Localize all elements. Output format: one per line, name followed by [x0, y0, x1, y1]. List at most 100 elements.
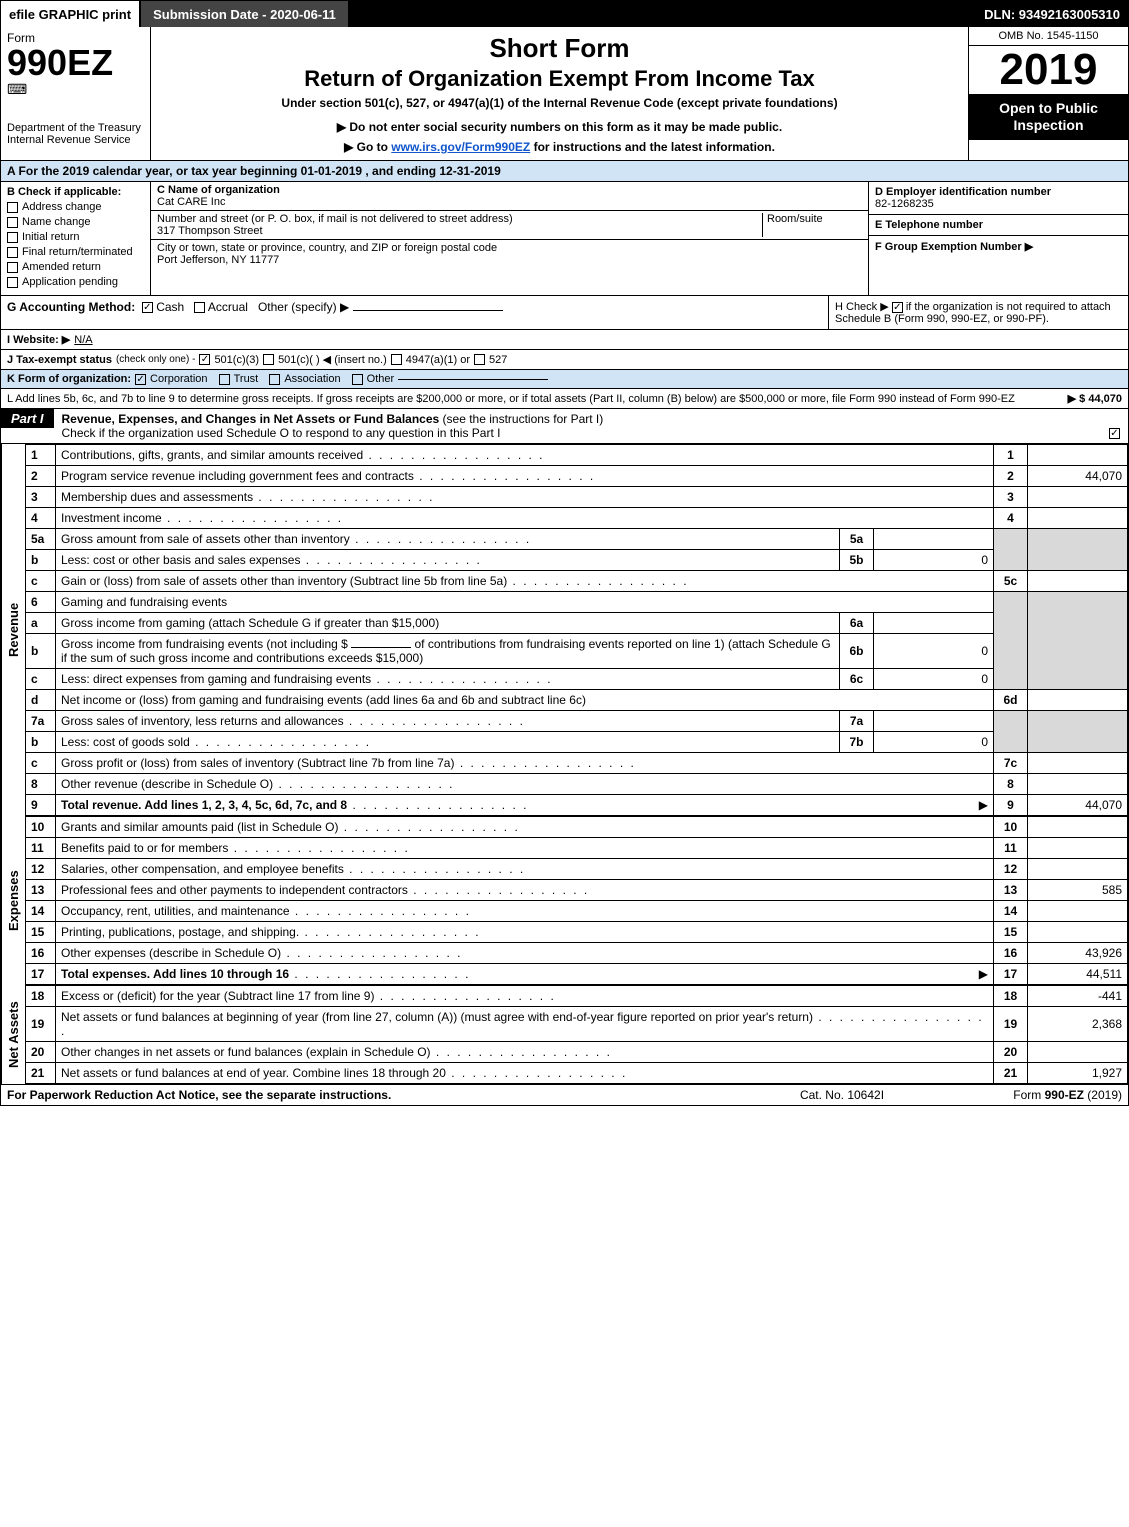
- city-label: City or town, state or province, country…: [157, 242, 497, 254]
- chk-501c3[interactable]: [199, 354, 210, 365]
- chk-corporation[interactable]: [135, 374, 146, 385]
- meta-rows: G Accounting Method: Cash Accrual Other …: [1, 296, 1128, 409]
- expenses-side-label: Expenses: [1, 816, 25, 985]
- form-number: 990EZ: [7, 45, 144, 81]
- line-10: 10Grants and similar amounts paid (list …: [26, 817, 1128, 838]
- box-b: B Check if applicable: Address change Na…: [1, 182, 151, 295]
- chk-schedule-b[interactable]: [892, 302, 903, 313]
- line-2: 2Program service revenue including gover…: [26, 466, 1128, 487]
- goto-prefix: ▶ Go to: [344, 140, 391, 154]
- gross-receipts-amount: ▶ $ 44,070: [1068, 392, 1122, 405]
- ssn-warning: ▶ Do not enter social security numbers o…: [155, 120, 964, 134]
- under-section: Under section 501(c), 527, or 4947(a)(1)…: [155, 96, 964, 110]
- room-suite-label: Room/suite: [762, 213, 862, 237]
- form-page-ref: Form 990-EZ (2019): [942, 1088, 1122, 1102]
- catalog-number: Cat. No. 10642I: [742, 1088, 942, 1102]
- net-assets-side-label: Net Assets: [1, 985, 25, 1084]
- chk-final-return[interactable]: Final return/terminated: [7, 246, 144, 258]
- box-k: K Form of organization: Corporation Trus…: [1, 370, 1128, 389]
- tax-year: 2019: [969, 46, 1128, 94]
- chk-trust[interactable]: [219, 374, 230, 385]
- line-20: 20Other changes in net assets or fund ba…: [26, 1042, 1128, 1063]
- ein-value: 82-1268235: [875, 198, 934, 210]
- box-i: I Website: ▶ N/A: [1, 330, 1128, 350]
- part-1-label: Part I: [1, 409, 54, 428]
- line-6a: aGross income from gaming (attach Schedu…: [26, 613, 1128, 634]
- chk-name-change[interactable]: Name change: [7, 216, 144, 228]
- box-j: J Tax-exempt status (check only one) - 5…: [1, 350, 1128, 370]
- part-1-header: Part I Revenue, Expenses, and Changes in…: [1, 409, 1128, 444]
- revenue-section: Revenue 1Contributions, gifts, grants, a…: [1, 444, 1128, 816]
- line-19: 19Net assets or fund balances at beginni…: [26, 1007, 1128, 1042]
- group-exemption-label: F Group Exemption Number ▶: [875, 241, 1033, 253]
- line-21: 21Net assets or fund balances at end of …: [26, 1063, 1128, 1084]
- line-12: 12Salaries, other compensation, and empl…: [26, 859, 1128, 880]
- part-1-note: (see the instructions for Part I): [443, 412, 604, 426]
- omb-number: OMB No. 1545-1150: [969, 27, 1128, 46]
- line-4: 4Investment income4: [26, 508, 1128, 529]
- line-5c: cGain or (loss) from sale of assets othe…: [26, 571, 1128, 592]
- chk-other-org[interactable]: [352, 374, 363, 385]
- line-6: 6Gaming and fundraising events: [26, 592, 1128, 613]
- chk-527[interactable]: [474, 354, 485, 365]
- net-assets-section: Net Assets 18Excess or (deficit) for the…: [1, 985, 1128, 1084]
- line-15: 15Printing, publications, postage, and s…: [26, 922, 1128, 943]
- chk-cash[interactable]: [142, 302, 153, 313]
- line-9: 9Total revenue. Add lines 1, 2, 3, 4, 5c…: [26, 795, 1128, 816]
- form-header: Form 990EZ ⌨ Department of the Treasury …: [1, 27, 1128, 161]
- dln: DLN: 93492163005310: [976, 1, 1128, 27]
- form-title-block: Short Form Return of Organization Exempt…: [151, 27, 968, 160]
- city-value: Port Jefferson, NY 11777: [157, 254, 279, 266]
- phone-label: E Telephone number: [875, 219, 983, 231]
- chk-4947[interactable]: [391, 354, 402, 365]
- net-assets-table: 18Excess or (deficit) for the year (Subt…: [25, 985, 1128, 1084]
- expenses-table: 10Grants and similar amounts paid (list …: [25, 816, 1128, 985]
- chk-address-change[interactable]: Address change: [7, 201, 144, 213]
- line-5a: 5aGross amount from sale of assets other…: [26, 529, 1128, 550]
- paperwork-notice: For Paperwork Reduction Act Notice, see …: [7, 1088, 742, 1102]
- part-1-title: Revenue, Expenses, and Changes in Net As…: [62, 412, 440, 426]
- street-value: 317 Thompson Street: [157, 225, 263, 237]
- chk-501c[interactable]: [263, 354, 274, 365]
- website-value: N/A: [74, 334, 92, 346]
- box-g: G Accounting Method: Cash Accrual Other …: [1, 296, 828, 329]
- ein-label: D Employer identification number: [875, 186, 1051, 198]
- line-13: 13Professional fees and other payments t…: [26, 880, 1128, 901]
- box-l: L Add lines 5b, 6c, and 7b to line 9 to …: [1, 389, 1128, 409]
- form-identifier: Form 990EZ ⌨ Department of the Treasury …: [1, 27, 151, 160]
- revenue-table: 1Contributions, gifts, grants, and simil…: [25, 444, 1128, 816]
- chk-accrual[interactable]: [194, 302, 205, 313]
- line-16: 16Other expenses (describe in Schedule O…: [26, 943, 1128, 964]
- line-17: 17Total expenses. Add lines 10 through 1…: [26, 964, 1128, 985]
- efile-print[interactable]: efile GRAPHIC print: [1, 1, 139, 27]
- revenue-side-label: Revenue: [1, 444, 25, 816]
- year-column: OMB No. 1545-1150 2019 Open to Public In…: [968, 27, 1128, 160]
- box-c: C Name of organization Cat CARE Inc Numb…: [151, 182, 868, 295]
- chk-initial-return[interactable]: Initial return: [7, 231, 144, 243]
- expenses-section: Expenses 10Grants and similar amounts pa…: [1, 816, 1128, 985]
- irs: Internal Revenue Service: [7, 134, 144, 146]
- line-6c: cLess: direct expenses from gaming and f…: [26, 669, 1128, 690]
- line-18: 18Excess or (deficit) for the year (Subt…: [26, 986, 1128, 1007]
- return-title: Return of Organization Exempt From Incom…: [155, 66, 964, 92]
- line-3: 3Membership dues and assessments3: [26, 487, 1128, 508]
- line-7b: bLess: cost of goods sold7b0: [26, 732, 1128, 753]
- box-h: H Check ▶ if the organization is not req…: [828, 296, 1128, 329]
- line-14: 14Occupancy, rent, utilities, and mainte…: [26, 901, 1128, 922]
- department: Department of the Treasury: [7, 122, 144, 134]
- short-form-title: Short Form: [155, 33, 964, 64]
- chk-association[interactable]: [269, 374, 280, 385]
- chk-schedule-o[interactable]: [1109, 428, 1120, 439]
- org-name-label: C Name of organization: [157, 184, 280, 196]
- page-footer: For Paperwork Reduction Act Notice, see …: [1, 1084, 1128, 1105]
- entity-block: B Check if applicable: Address change Na…: [1, 182, 1128, 296]
- chk-application-pending[interactable]: Application pending: [7, 276, 144, 288]
- street-label: Number and street (or P. O. box, if mail…: [157, 213, 513, 225]
- instructions-link[interactable]: www.irs.gov/Form990EZ: [391, 140, 530, 154]
- part-1-check-line: Check if the organization used Schedule …: [62, 426, 501, 440]
- org-name: Cat CARE Inc: [157, 196, 225, 208]
- line-8: 8Other revenue (describe in Schedule O)8: [26, 774, 1128, 795]
- open-to-public: Open to Public Inspection: [969, 94, 1128, 140]
- goto-suffix: for instructions and the latest informat…: [530, 140, 775, 154]
- chk-amended-return[interactable]: Amended return: [7, 261, 144, 273]
